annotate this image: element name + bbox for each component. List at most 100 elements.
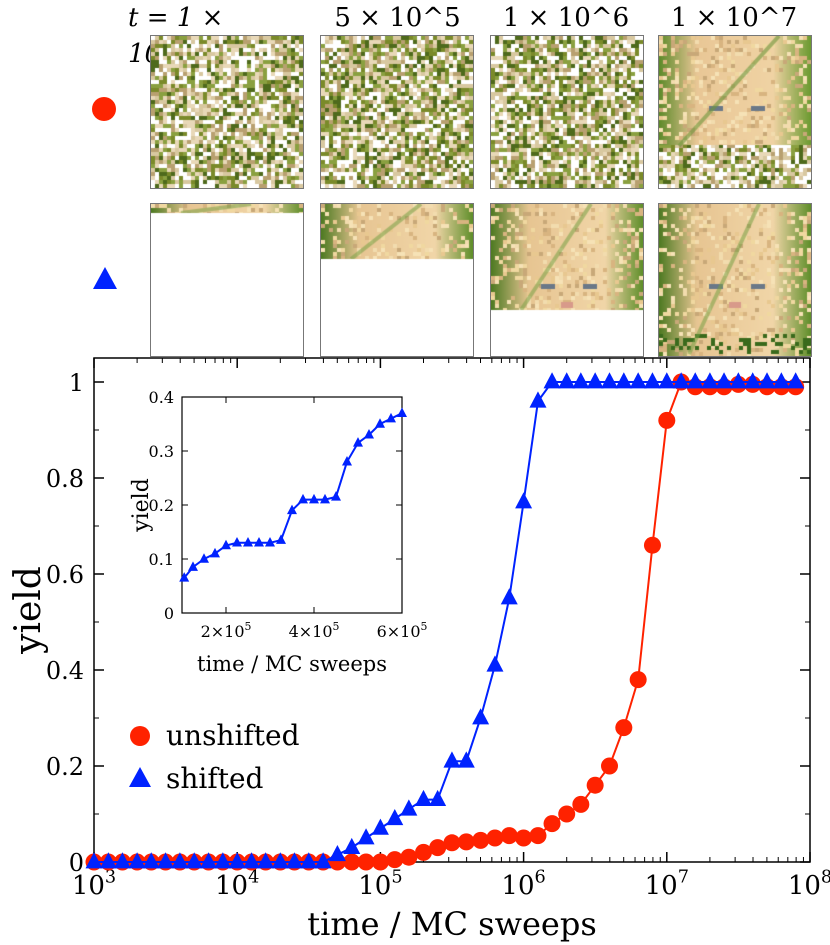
- x-tick-label: 108: [788, 867, 830, 901]
- inset-y-tick-label: 0.4: [149, 388, 174, 407]
- shifted-point: [199, 553, 209, 563]
- shifted-point: [254, 537, 264, 547]
- unshifted-point: [500, 827, 518, 845]
- shifted-point: [271, 852, 289, 869]
- x-tick-label: 105: [358, 867, 402, 901]
- shifted-point: [715, 372, 733, 389]
- main-plot: 103 104 105 106 107 108 0 0.2 0.4 0.6 0.8 1 time / M…: [8, 357, 830, 943]
- unshifted-point: [558, 805, 576, 823]
- shifted-point: [672, 372, 690, 389]
- time-label-2: 5 × 10^5: [334, 3, 461, 33]
- shifted-point: [386, 412, 396, 423]
- shifted-point: [265, 537, 275, 547]
- shifted-point: [232, 537, 242, 547]
- shifted-point: [357, 828, 375, 845]
- shifted-point: [486, 655, 504, 672]
- unshifted-point: [371, 853, 389, 871]
- shifted-point: [221, 539, 231, 550]
- shifted-point: [744, 372, 762, 389]
- shifted-point: [397, 407, 407, 417]
- y-tick-label: 0.4: [46, 657, 84, 685]
- shifted-point: [529, 391, 547, 408]
- y-axis-label: yield: [8, 566, 49, 655]
- inset-x-tick-label: 2×105: [201, 620, 252, 641]
- y-tick-label: 1: [69, 369, 84, 397]
- unshifted-point: [543, 815, 561, 833]
- y-tick-label: 0: [69, 849, 84, 877]
- shifted-point: [701, 372, 719, 389]
- shifted-point: [658, 372, 676, 389]
- unshifted-point: [386, 851, 404, 869]
- inset-y-axis-label: yield: [129, 478, 154, 533]
- legend-label-unshifted: unshifted: [166, 719, 300, 752]
- shifted-point: [142, 852, 160, 869]
- shifted-point: [287, 504, 297, 515]
- shifted-point: [179, 572, 190, 582]
- inset-plot: 0 0.1 0.2 0.3 0.4 2×105 4×105 6×105 time / MC sw…: [129, 388, 428, 676]
- shifted-point: [629, 372, 647, 389]
- shifted-point: [285, 852, 303, 869]
- shifted-point: [243, 537, 253, 547]
- y-tick-label: 0.8: [46, 465, 84, 493]
- circle-row-marker: [92, 97, 116, 121]
- unshifted-point: [443, 834, 461, 852]
- shifted-point: [331, 491, 341, 501]
- shifted-point: [320, 493, 330, 504]
- shifted-point: [543, 372, 561, 389]
- shifted-point: [210, 547, 220, 558]
- unshifted-point: [658, 411, 676, 429]
- shifted-point: [314, 852, 332, 869]
- shifted-point: [328, 845, 346, 862]
- inset-x-tick-label: 6×105: [377, 620, 428, 641]
- shifted-point: [298, 493, 308, 504]
- shifted-point: [342, 456, 352, 466]
- shifted-point: [276, 534, 286, 544]
- unshifted-point: [486, 829, 504, 847]
- unshifted-point: [529, 827, 547, 845]
- inset-y-tick-label: 0: [164, 604, 174, 623]
- unshifted-point: [515, 829, 533, 847]
- x-tick-label: 104: [215, 867, 259, 901]
- shifted-point: [758, 372, 776, 389]
- shifted-point: [343, 837, 361, 854]
- unshifted-point: [357, 853, 375, 871]
- snapshot-tile: [658, 35, 812, 189]
- inset-x-axis-label: time / MC sweeps: [197, 652, 387, 676]
- shifted-point: [472, 708, 490, 725]
- unshifted-point: [586, 776, 604, 794]
- shifted-point: [228, 852, 246, 869]
- triangle-row-marker: [93, 267, 117, 289]
- snapshot-tile: [490, 203, 644, 357]
- inset-y-tick-label: 0.1: [149, 550, 174, 569]
- shifted-point: [188, 561, 198, 571]
- x-tick-label: 107: [645, 867, 689, 901]
- shifted-point: [257, 852, 275, 869]
- shifted-point: [185, 852, 203, 869]
- shifted-point: [375, 418, 385, 428]
- shifted-point: [443, 751, 461, 768]
- shifted-point: [615, 372, 633, 389]
- shifted-point: [787, 372, 805, 389]
- snapshot-tile: [490, 35, 644, 189]
- legend-label-shifted: shifted: [166, 762, 264, 795]
- shifted-point: [601, 372, 619, 389]
- legend-marker-unshifted: [130, 726, 150, 746]
- shifted-point: [686, 372, 704, 389]
- shifted-point: [85, 852, 103, 869]
- y-tick-label: 0.2: [46, 753, 84, 781]
- shifted-point: [457, 751, 475, 768]
- y-tick-label: 0.6: [46, 561, 84, 589]
- shifted-point: [214, 852, 232, 869]
- unshifted-point: [615, 719, 633, 737]
- shifted-point: [386, 809, 404, 826]
- snapshot-tile: [320, 203, 474, 357]
- shifted-point: [400, 799, 418, 816]
- snapshot-tile: [150, 35, 304, 189]
- unshifted-point: [572, 795, 590, 813]
- plot-frame: [93, 357, 811, 863]
- shifted-point: [558, 372, 576, 389]
- unshifted-point: [629, 671, 647, 689]
- time-label-3: 1 × 10^6: [502, 3, 630, 33]
- shifted-point: [353, 437, 363, 447]
- x-axis-label: time / MC sweeps: [307, 905, 597, 943]
